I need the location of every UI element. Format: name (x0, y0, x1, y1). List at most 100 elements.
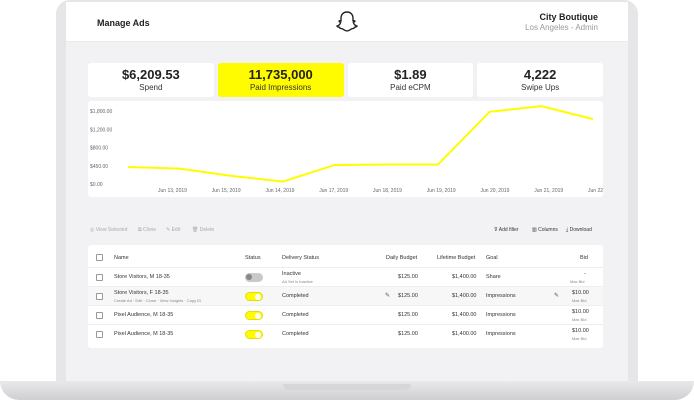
series-line (127, 105, 594, 183)
row-checkbox[interactable] (96, 293, 103, 300)
delivery-status: Completed (282, 293, 309, 299)
goal: Impressions (486, 331, 516, 337)
column-header-lifetime-budget[interactable]: Lifetime Budget (437, 255, 476, 261)
column-header-daily-budget[interactable]: Daily Budget (386, 255, 418, 261)
download-button[interactable]: ⤓ Download (566, 227, 592, 233)
lifetime-budget: $1,400.00 (452, 293, 477, 299)
row-checkbox[interactable] (96, 312, 103, 319)
x-tick-label: Jun 14, 2019 (266, 188, 295, 194)
stat-value: $1.89 (394, 67, 427, 82)
delivery-status: Inactive (282, 271, 301, 277)
bid-type: Max Bid (572, 317, 587, 322)
view-selected-label: View Selected (95, 227, 128, 233)
top-bar: Manage Ads City Boutique Los Angeles - A… (66, 2, 628, 42)
y-tick-label: $0.00 (90, 182, 103, 188)
select-all-checkbox[interactable] (96, 254, 103, 261)
delete-label: Delete (199, 227, 215, 233)
store-name: City Boutique (539, 12, 599, 22)
bid-value: $10.00 (572, 290, 589, 296)
ad-name[interactable]: Store Visitors, F 18-35 (114, 290, 169, 296)
stat-label: Swipe Ups (521, 83, 560, 92)
lifetime-budget: $1,400.00 (452, 331, 477, 337)
goal: Impressions (486, 312, 516, 318)
lifetime-budget: $1,400.00 (452, 274, 477, 280)
column-header-delivery[interactable]: Delivery Status (282, 255, 319, 261)
x-tick-label: Jun 17, 2019 (319, 188, 348, 194)
stat-value: 4,222 (523, 67, 557, 82)
row-actions[interactable]: Create Ad · Edit · Clone · View Insights… (114, 298, 202, 303)
goal: Share (486, 274, 501, 280)
table-toolbar: ◎ View Selected ⧉ Clone ✎ Edit 🗑 Delete … (88, 223, 603, 237)
y-tick-label: $1,200.00 (90, 127, 112, 133)
edit-label: Edit (171, 227, 181, 233)
edit-pencil-icon[interactable]: ✎ (554, 293, 560, 299)
status-toggle[interactable] (245, 330, 263, 339)
laptop-frame: Manage Ads City Boutique Los Angeles - A… (56, 0, 638, 390)
stat-card-paid-impressions[interactable]: 11,735,000 Paid Impressions (217, 63, 344, 97)
status-toggle[interactable] (245, 311, 263, 320)
stats-row: $6,209.53 Spend 11,735,000 Paid Impressi… (88, 63, 603, 97)
clone-label: Clone (142, 227, 157, 233)
ad-name[interactable]: Store Visitors, M 18-35 (114, 274, 170, 280)
x-tick-label: Jun 22, 2019 (588, 188, 603, 194)
app-screen: Manage Ads City Boutique Los Angeles - A… (66, 2, 628, 384)
y-tick-label: $1,800.00 (90, 109, 112, 115)
delivery-status: Completed (282, 312, 309, 318)
stat-value: $6,209.53 (121, 67, 180, 82)
add-filter-button[interactable]: ⊽ Add filter (494, 227, 519, 233)
bid-type: Max Bid (570, 279, 585, 284)
table-row[interactable]: Pixel Audience, M 18-35 Completed $125.0… (88, 305, 603, 324)
table-row[interactable]: Pixel Audience, M 18-35 Completed $125.0… (88, 324, 603, 343)
edit-pencil-icon[interactable]: ✎ (385, 293, 391, 299)
column-header-bid[interactable]: Bid (580, 255, 588, 261)
bid-value: - (584, 271, 586, 277)
column-header-status[interactable]: Status (245, 255, 261, 261)
stat-value: 11,735,000 (248, 67, 313, 82)
x-tick-label: Jun 18, 2019 (373, 188, 402, 194)
ad-name[interactable]: Pixel Audience, M 18-35 (114, 312, 174, 318)
edit-button[interactable]: ✎ Edit (166, 227, 181, 233)
columns-label: Columns (538, 227, 558, 233)
clone-button[interactable]: ⧉ Clone (138, 227, 157, 233)
view-selected-button[interactable]: ◎ View Selected (90, 227, 128, 233)
x-tick-label: Jun 19, 2019 (427, 188, 456, 194)
x-tick-label: Jun 20, 2019 (481, 188, 510, 194)
stat-card-paid-ecpm[interactable]: $1.89 Paid eCPM (347, 63, 474, 97)
line-chart: $1,800.00 $1,200.00 $800.00 $450.00 $0.00 Jun… (90, 105, 603, 194)
column-header-name[interactable]: Name (114, 255, 129, 261)
delete-button[interactable]: 🗑 Delete (192, 227, 215, 233)
goal: Impressions (486, 293, 516, 299)
bid-type: Max Bid (572, 298, 587, 303)
table-row[interactable]: Store Visitors, M 18-35 Inactive Ad Set … (88, 267, 603, 286)
column-header-goal[interactable]: Goal (486, 255, 498, 261)
columns-button[interactable]: ▥ Columns (532, 227, 558, 233)
status-toggle[interactable] (245, 292, 263, 301)
row-checkbox[interactable] (96, 331, 103, 338)
store-location: Los Angeles - Admin (525, 23, 598, 32)
stat-label: Paid eCPM (390, 83, 431, 92)
bid-type: Max Bid (572, 336, 587, 341)
performance-chart: $1,800.00 $1,200.00 $800.00 $450.00 $0.00 Jun… (88, 101, 603, 197)
daily-budget: $125.00 (398, 312, 418, 318)
download-label: Download (569, 227, 592, 233)
stat-label: Paid Impressions (249, 83, 312, 92)
stat-card-swipe-ups[interactable]: 4,222 Swipe Ups (477, 63, 603, 97)
row-checkbox[interactable] (96, 274, 103, 281)
x-tick-label: Jun 21, 2019 (534, 188, 563, 194)
laptop-notch (283, 384, 411, 390)
x-tick-label: Jun 13, 2019 (158, 188, 187, 194)
status-toggle[interactable] (245, 273, 263, 282)
stat-card-spend[interactable]: $6,209.53 Spend (88, 63, 214, 97)
y-tick-label: $800.00 (90, 146, 108, 152)
snapchat-ghost-icon[interactable] (336, 10, 358, 34)
store-info[interactable]: City Boutique Los Angeles - Admin (525, 12, 598, 32)
x-tick-label: Jun 15, 2019 (212, 188, 241, 194)
bid-value: $10.00 (572, 309, 589, 315)
laptop-base (0, 381, 694, 400)
ad-name[interactable]: Pixel Audience, M 18-35 (114, 331, 174, 337)
lifetime-budget: $1,400.00 (452, 312, 477, 318)
daily-budget: $125.00 (398, 274, 418, 280)
table-row[interactable]: Store Visitors, F 18-35 Create Ad · Edit… (88, 286, 603, 305)
page-title: Manage Ads (97, 18, 150, 28)
delivery-substatus: Ad Set is Inactive (282, 279, 313, 284)
